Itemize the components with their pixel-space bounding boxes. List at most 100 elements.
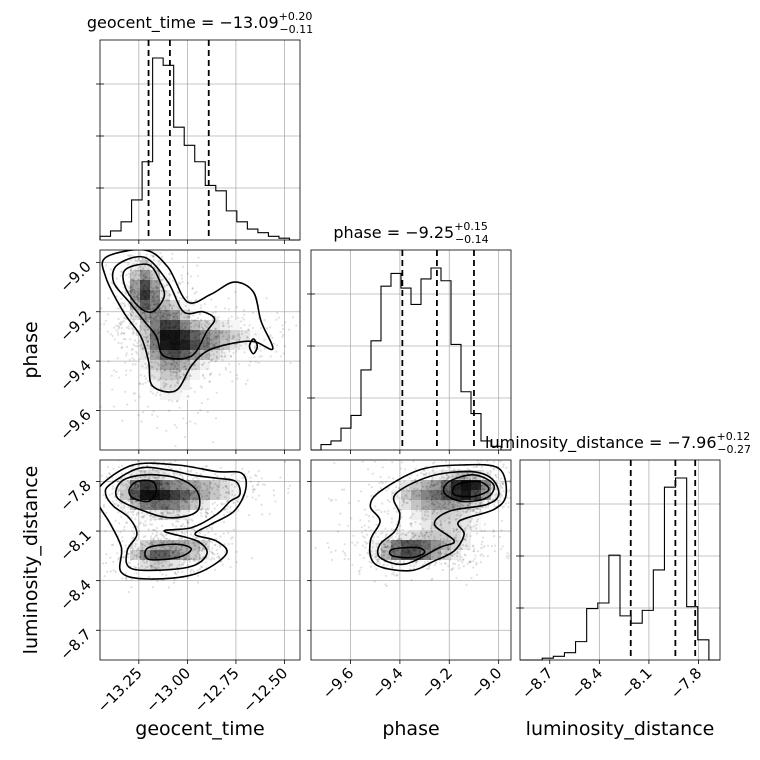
scatter-point bbox=[223, 513, 226, 517]
scatter-point bbox=[398, 536, 401, 539]
scatter-point bbox=[165, 507, 168, 510]
scatter-point bbox=[161, 321, 164, 324]
scatter-point bbox=[466, 493, 469, 497]
scatter-point bbox=[161, 517, 164, 521]
scatter-point bbox=[168, 272, 171, 275]
scatter-point bbox=[153, 476, 156, 479]
scatter-point bbox=[144, 490, 148, 493]
scatter-point bbox=[455, 534, 458, 537]
scatter-point bbox=[158, 282, 161, 286]
scatter-point bbox=[134, 477, 137, 480]
scatter-point bbox=[150, 486, 153, 489]
scatter-point bbox=[439, 524, 442, 527]
scatter-point bbox=[188, 358, 191, 361]
scatter-point bbox=[106, 330, 109, 333]
scatter-point bbox=[162, 475, 165, 479]
scatter-point bbox=[204, 543, 207, 546]
scatter-point bbox=[231, 336, 234, 339]
scatter-point bbox=[130, 268, 133, 271]
scatter-point bbox=[434, 494, 437, 497]
scatter-point bbox=[155, 477, 158, 480]
scatter-point bbox=[154, 529, 157, 532]
scatter-point bbox=[442, 493, 445, 496]
scatter-point bbox=[193, 336, 196, 339]
scatter-point bbox=[131, 536, 134, 540]
scatter-point bbox=[281, 333, 285, 336]
scatter-point bbox=[152, 255, 155, 258]
scatter-point bbox=[490, 544, 493, 548]
scatter-point bbox=[144, 317, 147, 320]
scatter-point bbox=[460, 486, 463, 489]
scatter-point bbox=[133, 392, 136, 395]
scatter-point bbox=[167, 484, 170, 487]
scatter-point bbox=[177, 553, 180, 556]
scatter-point bbox=[164, 353, 167, 356]
scatter-point bbox=[137, 511, 140, 514]
scatter-point bbox=[448, 485, 451, 488]
scatter-point bbox=[439, 481, 442, 484]
scatter-point bbox=[401, 496, 404, 499]
scatter-point bbox=[402, 532, 405, 535]
tick-label-x: −12.75 bbox=[191, 664, 243, 716]
grid bbox=[100, 40, 300, 240]
contour-level bbox=[101, 250, 274, 393]
scatter-point bbox=[183, 558, 186, 561]
contour-level bbox=[100, 462, 248, 580]
scatter-point bbox=[456, 490, 459, 493]
scatter-point bbox=[160, 331, 163, 334]
scatter-point bbox=[409, 551, 412, 554]
scatter-point bbox=[225, 491, 228, 494]
scatter-point bbox=[201, 489, 204, 492]
scatter-point bbox=[413, 487, 416, 490]
scatter-point bbox=[381, 531, 384, 534]
scatter-point bbox=[107, 297, 110, 300]
scatter-point bbox=[180, 330, 183, 333]
scatter-point bbox=[482, 500, 485, 503]
scatter-point bbox=[476, 490, 479, 493]
scatter-point bbox=[164, 306, 167, 309]
scatter-point bbox=[164, 555, 167, 558]
scatter-point bbox=[123, 550, 126, 553]
scatter-point bbox=[474, 477, 477, 480]
scatter-point bbox=[161, 314, 164, 317]
scatter-point bbox=[162, 471, 165, 474]
scatter-point bbox=[463, 477, 466, 480]
scatter-point bbox=[283, 345, 286, 348]
scatter-point bbox=[179, 487, 182, 490]
scatter-point bbox=[173, 336, 176, 339]
scatter-point bbox=[435, 506, 438, 510]
scatter-point bbox=[124, 317, 127, 320]
scatter-point bbox=[147, 304, 150, 308]
scatter-point bbox=[187, 354, 190, 357]
scatter-point bbox=[227, 543, 230, 546]
scatter-point bbox=[418, 522, 422, 526]
contour-level bbox=[122, 263, 166, 314]
scatter-point bbox=[153, 316, 156, 320]
scatter-point bbox=[120, 515, 123, 518]
scatter-point bbox=[441, 505, 444, 508]
scatter-point bbox=[167, 549, 171, 552]
scatter-point bbox=[468, 502, 471, 505]
scatter-point bbox=[163, 489, 166, 492]
scatter-point bbox=[455, 528, 458, 531]
scatter-point bbox=[371, 472, 374, 475]
scatter-point bbox=[164, 553, 167, 556]
scatter-point bbox=[122, 506, 125, 509]
scatter-point bbox=[382, 554, 385, 557]
scatter-point bbox=[199, 306, 202, 310]
scatter-point bbox=[142, 522, 145, 525]
scatter-point bbox=[176, 513, 179, 517]
scatter-point bbox=[176, 368, 179, 371]
scatter-point bbox=[205, 337, 208, 340]
panel-hist-luminosity_distance: luminosity_distance = −7.96+0.12 −0.27 bbox=[485, 430, 751, 661]
scatter-point bbox=[120, 327, 123, 330]
scatter-point bbox=[143, 486, 146, 489]
scatter-point bbox=[130, 289, 133, 292]
scatter-point bbox=[188, 493, 192, 496]
scatter-point bbox=[502, 481, 505, 484]
scatter-point bbox=[210, 510, 213, 514]
scatter-point bbox=[169, 342, 173, 345]
density-cell bbox=[371, 550, 381, 560]
scatter-point bbox=[456, 554, 459, 558]
scatter-point bbox=[479, 554, 482, 557]
